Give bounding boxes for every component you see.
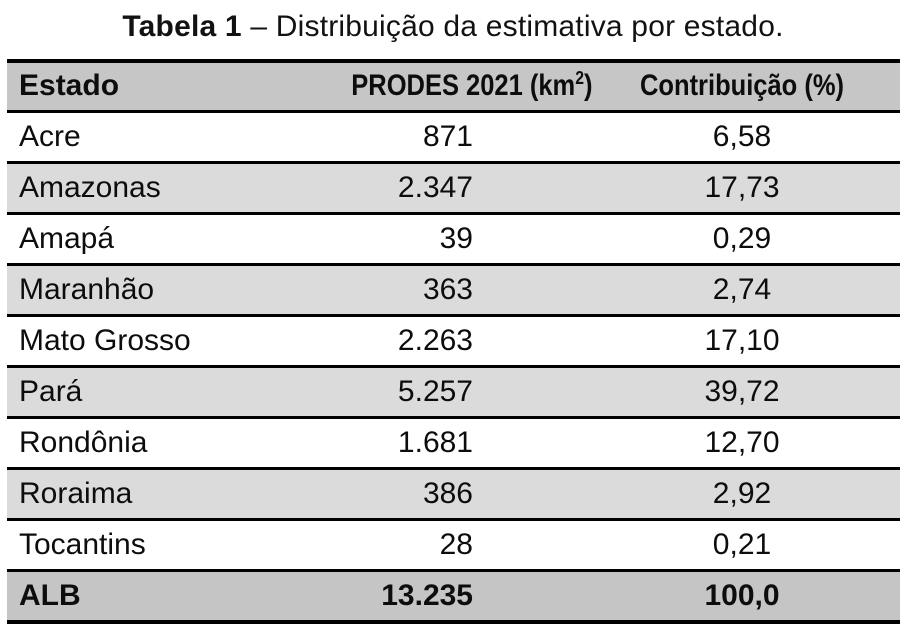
cell-contrib: 0,29 bbox=[584, 211, 900, 264]
cell-contrib: 12,70 bbox=[584, 415, 900, 468]
cell-prodes: 2.347 bbox=[330, 160, 584, 213]
document-page: Tabela 1 – Distribuição da estimativa po… bbox=[0, 10, 906, 631]
cell-estado: Tocantins bbox=[7, 517, 330, 570]
cell-contrib: 2,92 bbox=[584, 466, 900, 519]
cell-estado: Amapá bbox=[7, 211, 330, 264]
table-row: Tocantins 28 0,21 bbox=[7, 517, 900, 570]
cell-estado: Acre bbox=[7, 111, 330, 162]
cell-estado: Roraima bbox=[7, 466, 330, 519]
table-row: Roraima 386 2,92 bbox=[7, 466, 900, 519]
table-row: Pará 5.257 39,72 bbox=[7, 364, 900, 417]
table-row: Amapá 39 0,29 bbox=[7, 211, 900, 264]
header-prodes-label: PRODES 2021 (km2) bbox=[351, 67, 593, 103]
cell-contrib: 17,73 bbox=[584, 160, 900, 213]
table-body: Acre 871 6,58 Amazonas 2.347 17,73 Amapá… bbox=[7, 111, 900, 570]
table-row: Acre 871 6,58 bbox=[7, 111, 900, 162]
cell-prodes: 1.681 bbox=[330, 415, 584, 468]
cell-estado: Pará bbox=[7, 364, 330, 417]
estimates-table: Estado PRODES 2021 (km2) Contribuição (%… bbox=[7, 59, 900, 624]
cell-prodes: 363 bbox=[330, 262, 584, 315]
header-prodes-superscript: 2 bbox=[575, 67, 585, 89]
cell-prodes: 386 bbox=[330, 466, 584, 519]
cell-prodes: 2.263 bbox=[330, 313, 584, 366]
cell-prodes: 28 bbox=[330, 517, 584, 570]
cell-prodes: 871 bbox=[330, 111, 584, 162]
table-caption: Tabela 1 – Distribuição da estimativa po… bbox=[0, 10, 906, 44]
header-prodes: PRODES 2021 (km2) bbox=[330, 61, 593, 113]
total-contrib: 100,0 bbox=[584, 568, 900, 622]
table-row: Rondônia 1.681 12,70 bbox=[7, 415, 900, 468]
cell-contrib: 0,21 bbox=[584, 517, 900, 570]
table-caption-number: Tabela 1 bbox=[122, 10, 242, 43]
cell-prodes: 5.257 bbox=[330, 364, 584, 417]
table-caption-text: – Distribuição da estimativa por estado. bbox=[241, 10, 784, 43]
table-row: Amazonas 2.347 17,73 bbox=[7, 160, 900, 213]
total-prodes: 13.235 bbox=[330, 568, 584, 622]
table-total-row: ALB 13.235 100,0 bbox=[7, 568, 900, 622]
table-row: Maranhão 363 2,74 bbox=[7, 262, 900, 315]
total-label: ALB bbox=[7, 568, 330, 622]
cell-estado: Rondônia bbox=[7, 415, 330, 468]
cell-estado: Mato Grosso bbox=[7, 313, 330, 366]
cell-prodes: 39 bbox=[330, 211, 584, 264]
cell-contrib: 17,10 bbox=[584, 313, 900, 366]
cell-contrib: 6,58 bbox=[584, 111, 900, 162]
cell-estado: Amazonas bbox=[7, 160, 330, 213]
header-estado: Estado bbox=[7, 61, 330, 113]
header-contribuicao: Contribuição (%) bbox=[584, 61, 900, 113]
header-contribuicao-label: Contribuição (%) bbox=[640, 69, 844, 103]
table-header-row: Estado PRODES 2021 (km2) Contribuição (%… bbox=[7, 61, 900, 113]
cell-contrib: 2,74 bbox=[584, 262, 900, 315]
cell-estado: Maranhão bbox=[7, 262, 330, 315]
table-row: Mato Grosso 2.263 17,10 bbox=[7, 313, 900, 366]
cell-contrib: 39,72 bbox=[584, 364, 900, 417]
